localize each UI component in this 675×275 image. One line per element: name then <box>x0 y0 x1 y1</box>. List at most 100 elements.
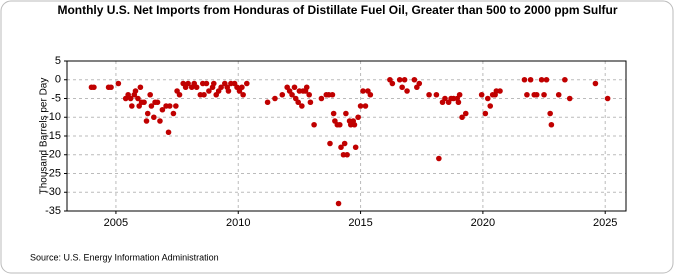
point <box>108 84 114 91</box>
point <box>239 84 245 91</box>
point <box>176 91 183 98</box>
source: Source: U.S. Energy Information Administ… <box>30 252 219 262</box>
x-tick-label: 2015 <box>348 217 372 229</box>
point <box>482 110 489 117</box>
point <box>355 114 361 121</box>
point <box>497 88 503 94</box>
x-tick-label: 2020 <box>471 217 495 229</box>
point <box>129 103 135 109</box>
point <box>338 144 344 151</box>
point <box>487 103 494 109</box>
point <box>329 91 336 98</box>
point <box>562 76 568 83</box>
point <box>426 91 432 98</box>
x-tick-label: 2010 <box>226 217 250 229</box>
point <box>137 84 144 91</box>
point <box>201 91 207 98</box>
point <box>336 121 343 128</box>
y-tick-label: -35 <box>45 205 61 217</box>
point <box>311 121 317 128</box>
point <box>295 99 301 106</box>
point <box>318 95 325 102</box>
point <box>165 129 172 136</box>
point <box>344 151 350 158</box>
y-tick-label: 5 <box>55 55 61 67</box>
point <box>524 91 530 98</box>
point <box>396 76 403 83</box>
point <box>132 88 139 94</box>
y-tick-label: -15 <box>45 130 61 142</box>
point <box>147 91 153 98</box>
point <box>210 80 217 87</box>
point <box>543 76 550 83</box>
point <box>154 99 161 106</box>
y-tick-label: -5 <box>51 92 61 104</box>
point <box>173 103 179 109</box>
point <box>401 76 408 83</box>
point <box>566 95 573 102</box>
point <box>362 103 369 109</box>
point <box>521 76 528 83</box>
point <box>367 91 374 98</box>
point <box>91 84 97 91</box>
point <box>141 99 147 106</box>
point <box>143 118 150 124</box>
y-tick-label: 0 <box>55 74 61 86</box>
point <box>604 95 611 102</box>
point <box>218 84 224 91</box>
point <box>404 88 410 94</box>
point <box>343 110 349 117</box>
point <box>360 88 366 94</box>
y-axis-label: Thousand Barrels per Day <box>39 78 50 195</box>
point <box>335 200 342 207</box>
y-tick-label: -30 <box>45 186 61 198</box>
point <box>206 88 212 94</box>
point <box>527 76 534 83</box>
point <box>240 91 246 98</box>
point <box>484 95 491 102</box>
x-tick-label: 2005 <box>104 217 128 229</box>
point <box>433 91 440 98</box>
point <box>555 91 562 98</box>
point <box>203 80 210 87</box>
point <box>548 121 555 128</box>
point <box>416 80 423 87</box>
point <box>436 155 442 162</box>
point <box>327 140 333 147</box>
point <box>299 103 305 109</box>
point <box>148 103 155 109</box>
point <box>159 106 166 113</box>
point <box>185 80 191 87</box>
point <box>225 88 232 94</box>
y-tick-label: -10 <box>45 111 61 123</box>
y-tick-label: -20 <box>45 149 61 161</box>
point <box>478 91 485 98</box>
point <box>170 110 177 117</box>
point <box>306 91 312 98</box>
point <box>279 91 286 98</box>
point <box>357 103 364 109</box>
point <box>307 99 314 106</box>
point <box>459 114 465 121</box>
point <box>330 110 337 117</box>
point <box>144 110 151 117</box>
point <box>157 118 163 124</box>
point <box>151 114 157 121</box>
point <box>289 91 295 98</box>
point <box>166 103 173 109</box>
point <box>115 80 122 87</box>
point <box>399 84 405 91</box>
point <box>538 76 545 83</box>
point <box>455 99 462 106</box>
point <box>303 84 310 91</box>
point <box>389 80 396 87</box>
point <box>135 95 141 102</box>
point <box>341 140 348 147</box>
point <box>244 80 250 87</box>
x-tick-label: 2025 <box>593 217 617 229</box>
point <box>352 144 359 151</box>
point <box>272 95 278 102</box>
